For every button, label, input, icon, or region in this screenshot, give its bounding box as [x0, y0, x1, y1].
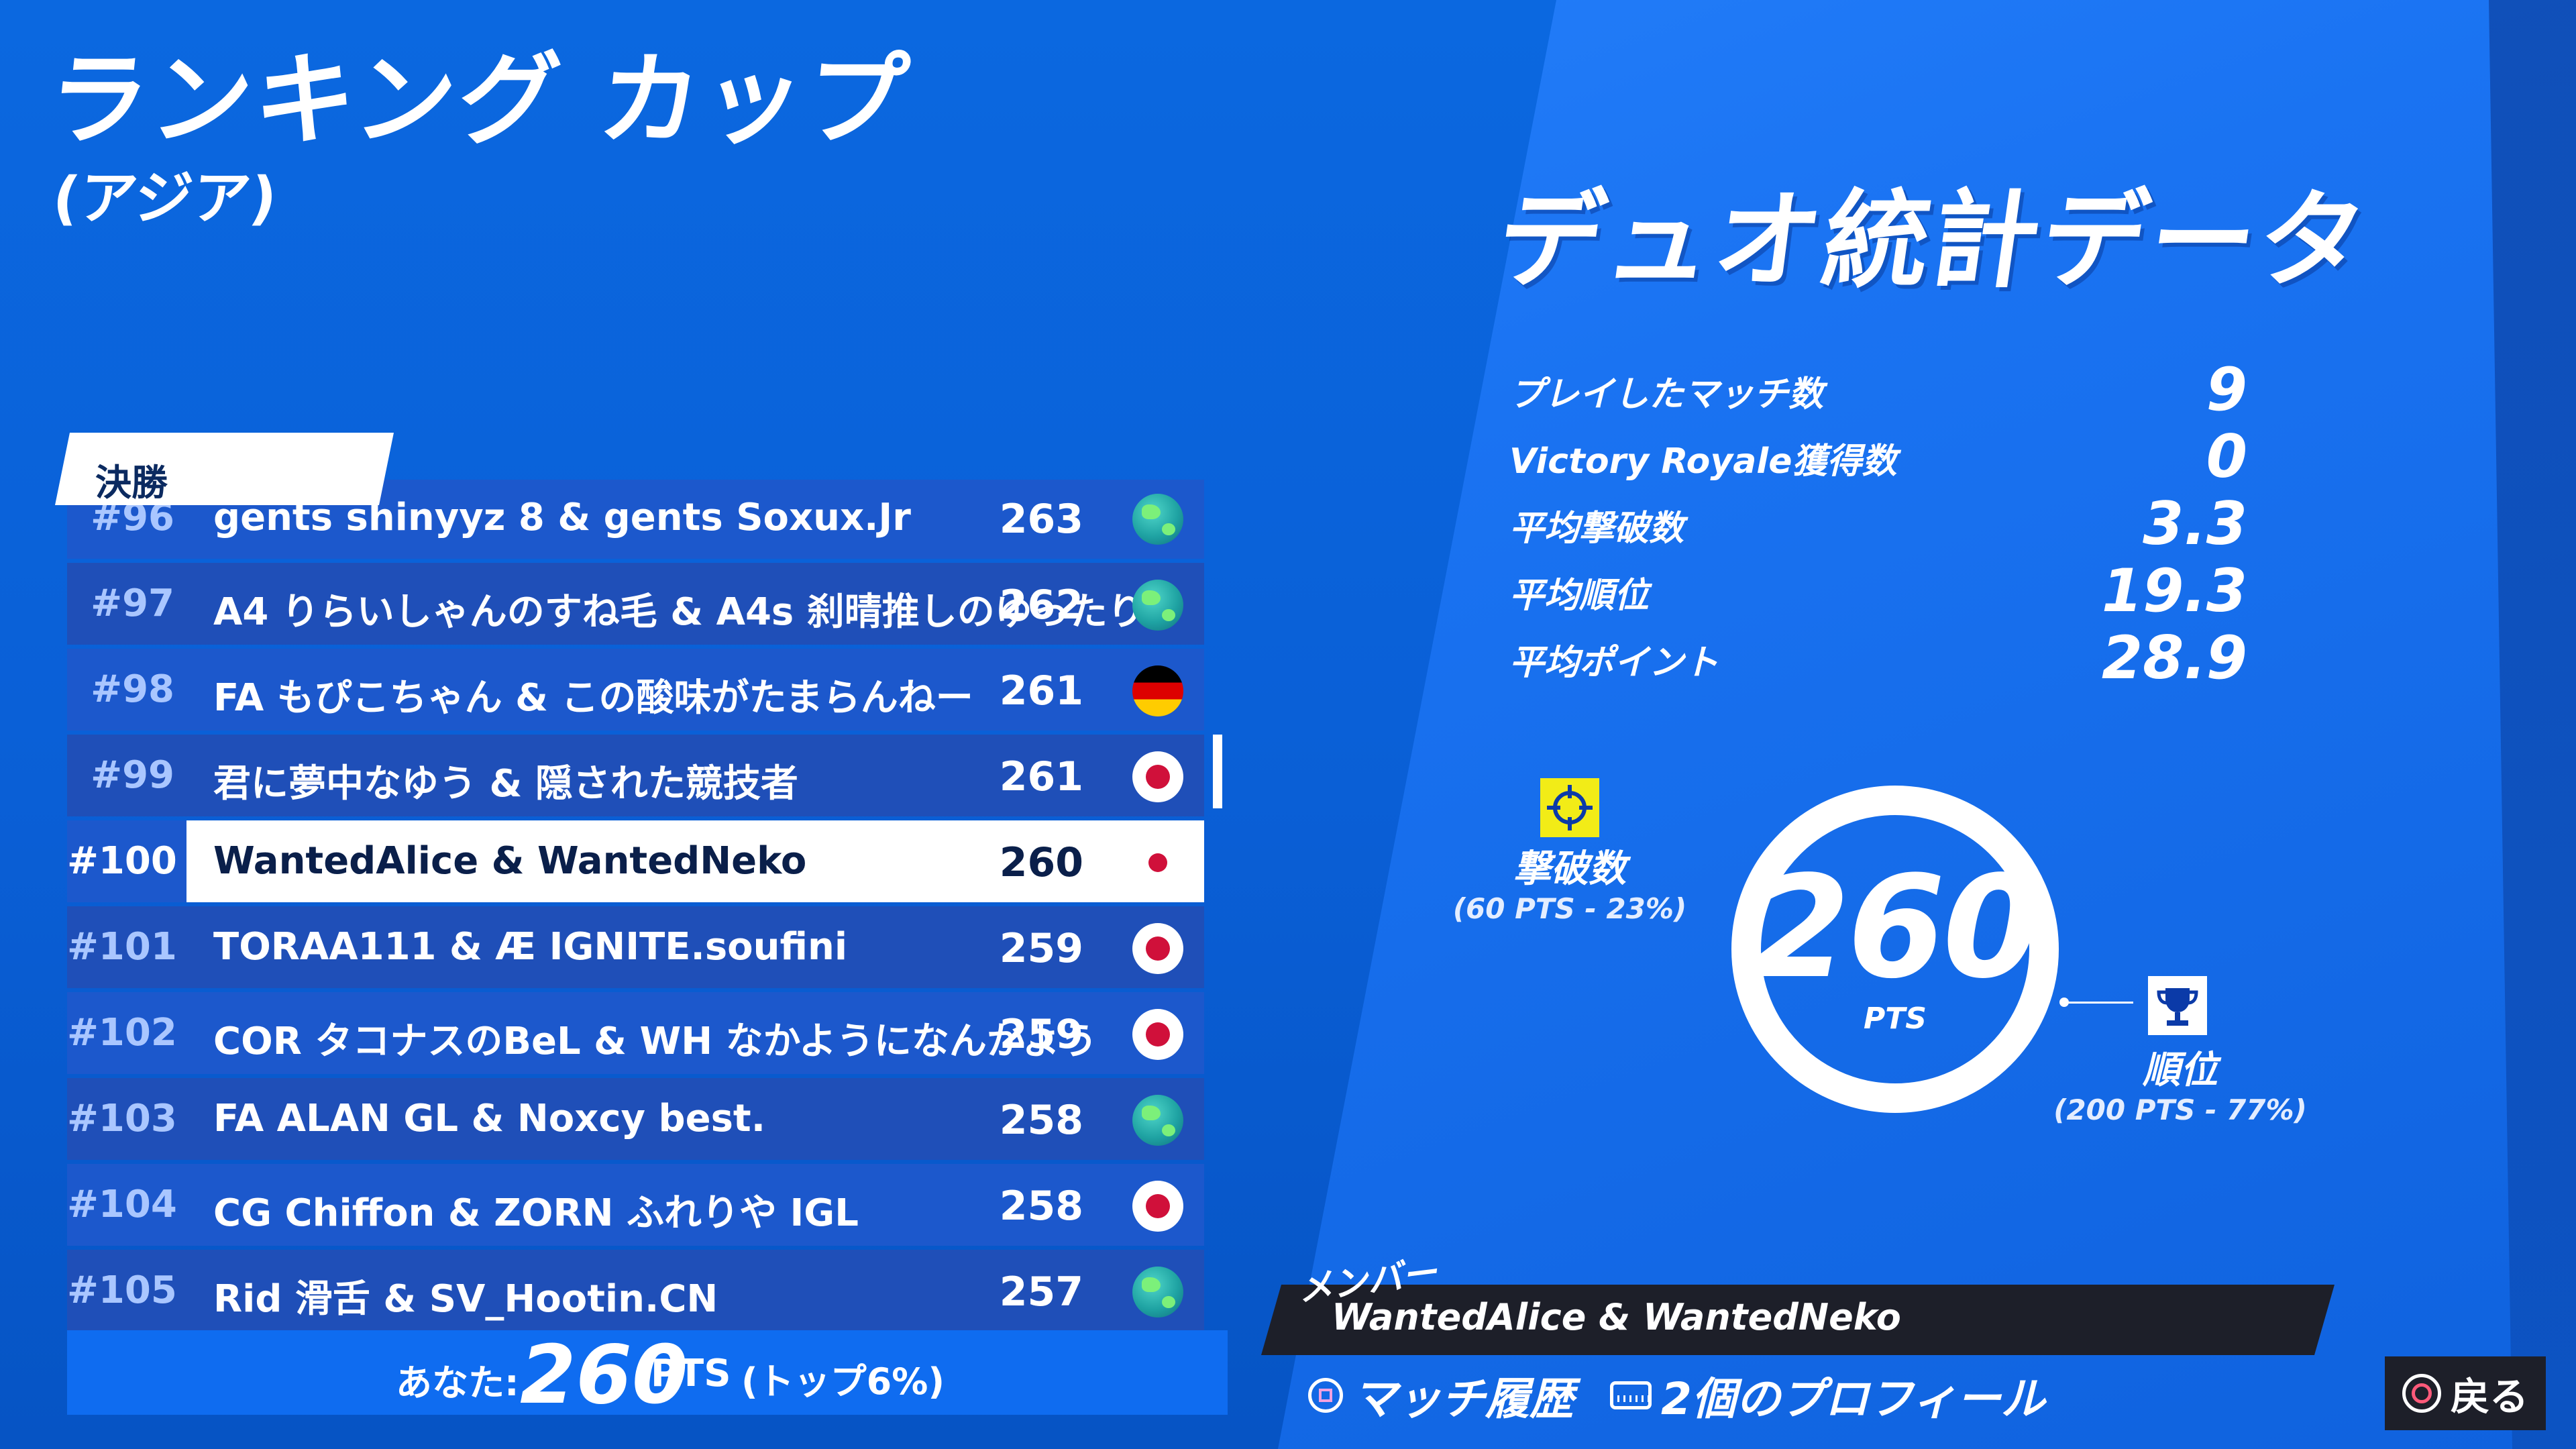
eliminations-label: 撃破数	[1513, 847, 1626, 891]
japan-flag-icon	[1132, 923, 1183, 974]
leaderboard-row[interactable]: #99 君に夢中なゆう & 隠された競技者 261	[67, 735, 1204, 816]
region-subtitle: (アジア)	[49, 165, 280, 232]
germany-flag-icon	[1132, 665, 1183, 716]
member-names: WantedAlice & WantedNeko	[1332, 1296, 1901, 1338]
leaderboard-list[interactable]: #96 gents shinyyz 8 & gents Soxux.Jr 263 #9…	[67, 480, 1208, 1330]
team-names: FA もぴこちゃん & この酸味がたまらんねー	[213, 676, 973, 720]
back-label: 戻る	[2450, 1374, 2528, 1419]
team-points: 258	[999, 1097, 1083, 1144]
your-rank-percentile: (トップ6%)	[741, 1360, 945, 1403]
stat-label: 平均順位	[1509, 576, 1650, 616]
team-points: 260	[999, 839, 1083, 886]
your-score-bar: あなた: 260 PTS (トップ6%)	[67, 1329, 1228, 1422]
duo-stats-title: デュオ統計データ	[1489, 179, 2376, 303]
square-button-icon	[1308, 1378, 1343, 1413]
stat-value: 3.3	[2143, 489, 2247, 558]
profiles-button[interactable]: 2個のプロフィール	[1610, 1363, 2045, 1428]
japan-flag-icon	[1132, 751, 1183, 802]
team-rank: #102	[67, 1011, 177, 1055]
stat-row-avg-placement: 平均順位 19.3	[1509, 556, 2247, 625]
touchpad-icon	[1610, 1381, 1652, 1409]
globe-icon	[1132, 1095, 1183, 1146]
stat-value: 0	[2206, 422, 2247, 491]
team-rank: #104	[67, 1183, 177, 1226]
your-score-unit: PTS	[651, 1352, 731, 1395]
leaderboard-row[interactable]: #97 A4 りらいしゃんのすね毛 & A4s 刹晴推しのゆったり 262	[67, 563, 1204, 645]
globe-icon	[1132, 494, 1183, 545]
team-names: COR タコナスのBeL & WH なかようになんかよう	[213, 1020, 1098, 1063]
team-points: 261	[999, 753, 1083, 800]
team-points: 257	[999, 1269, 1083, 1316]
team-rank: #99	[91, 753, 174, 797]
your-score-label: あなた:	[396, 1362, 519, 1404]
back-button[interactable]: 戻る	[2385, 1356, 2546, 1430]
team-names: CG Chiffon & ZORN ふれりや IGL	[213, 1191, 859, 1235]
placement-connector-line	[2063, 1002, 2133, 1004]
team-names: FA ALAN GL & Noxcy best.	[213, 1097, 765, 1140]
leaderboard-row[interactable]: #105 Rid 滑舌 & SV_Hootin.CN 257	[67, 1250, 1204, 1330]
globe-icon	[1132, 580, 1183, 631]
stat-row-victory-royales: Victory Royale獲得数 0	[1509, 422, 2247, 491]
selected-row-highlight	[186, 820, 1204, 902]
placement-connector-dot	[2059, 998, 2069, 1007]
team-points: 258	[999, 1183, 1083, 1230]
crosshair-icon	[1540, 778, 1599, 837]
team-names: WantedAlice & WantedNeko	[213, 839, 807, 883]
stat-row-avg-points: 平均ポイント 28.9	[1509, 623, 2247, 692]
team-rank: #101	[67, 925, 177, 969]
match-history-button[interactable]: マッチ履歴	[1308, 1363, 1574, 1428]
stat-row-matches: プレイしたマッチ数 9	[1509, 355, 2247, 424]
match-history-label: マッチ履歴	[1352, 1373, 1574, 1425]
page-title: ランキング カップ	[42, 42, 916, 159]
team-names: 君に夢中なゆう & 隠された競技者	[213, 762, 798, 806]
member-bar	[1261, 1285, 2334, 1355]
donut-placement-ring	[1731, 786, 2059, 1113]
points-donut-chart	[1731, 786, 2059, 1113]
stat-label: Victory Royale獲得数	[1509, 441, 1897, 482]
leaderboard-row[interactable]: #102 COR タコナスのBeL & WH なかようになんかよう 259	[67, 992, 1204, 1074]
stat-label: 平均撃破数	[1509, 508, 1684, 549]
team-points: 261	[999, 667, 1083, 714]
team-points: 259	[999, 1011, 1083, 1058]
team-names: TORAA111 & Æ IGNITE.soufini	[213, 925, 848, 969]
leaderboard-row[interactable]: #100 WantedAlice & WantedNeko 260	[67, 820, 1204, 902]
stat-row-avg-elims: 平均撃破数 3.3	[1509, 489, 2247, 558]
team-points: 259	[999, 925, 1083, 972]
leaderboard-scrollbar[interactable]	[1213, 735, 1222, 808]
circle-button-icon	[2402, 1374, 2441, 1413]
round-tab-finals[interactable]: 決勝	[55, 433, 394, 505]
japan-flag-icon	[1132, 1009, 1183, 1060]
trophy-icon	[2148, 976, 2207, 1035]
team-points: 263	[999, 496, 1083, 543]
japan-flag-icon	[1132, 837, 1183, 888]
team-names: A4 りらいしゃんのすね毛 & A4s 刹晴推しのゆったり	[213, 590, 1145, 634]
total-points-value: 260	[1752, 845, 2041, 1010]
leaderboard-row[interactable]: #103 FA ALAN GL & Noxcy best. 258	[67, 1078, 1204, 1160]
team-rank: #103	[67, 1097, 177, 1140]
round-tab-label: 決勝	[95, 462, 168, 504]
team-rank: #100	[67, 839, 177, 883]
globe-icon	[1132, 1267, 1183, 1318]
team-rank: #98	[91, 667, 174, 711]
team-points: 262	[999, 582, 1083, 629]
eliminations-detail: (60 PTS - 23%)	[1452, 892, 1687, 925]
stat-value: 9	[2206, 355, 2247, 424]
leaderboard-row[interactable]: #104 CG Chiffon & ZORN ふれりや IGL 258	[67, 1164, 1204, 1246]
team-rank: #97	[91, 582, 174, 625]
stat-value: 19.3	[2101, 556, 2247, 625]
team-names: Rid 滑舌 & SV_Hootin.CN	[213, 1277, 718, 1321]
japan-flag-icon	[1132, 1181, 1183, 1232]
leaderboard-row[interactable]: #98 FA もぴこちゃん & この酸味がたまらんねー 261	[67, 649, 1204, 731]
profiles-label: 2個のプロフィール	[1661, 1373, 2045, 1425]
stat-value: 28.9	[2101, 623, 2247, 692]
stat-label: 平均ポイント	[1509, 643, 1719, 683]
placement-label: 順位	[2143, 1049, 2218, 1092]
stat-label: プレイしたマッチ数	[1509, 374, 1824, 415]
placement-detail: (200 PTS - 77%)	[2053, 1093, 2307, 1126]
total-points-unit: PTS	[1864, 1002, 1927, 1036]
leaderboard-row[interactable]: #101 TORAA111 & Æ IGNITE.soufini 259	[67, 906, 1204, 988]
team-rank: #105	[67, 1269, 177, 1312]
your-score-value: 260	[520, 1329, 688, 1422]
